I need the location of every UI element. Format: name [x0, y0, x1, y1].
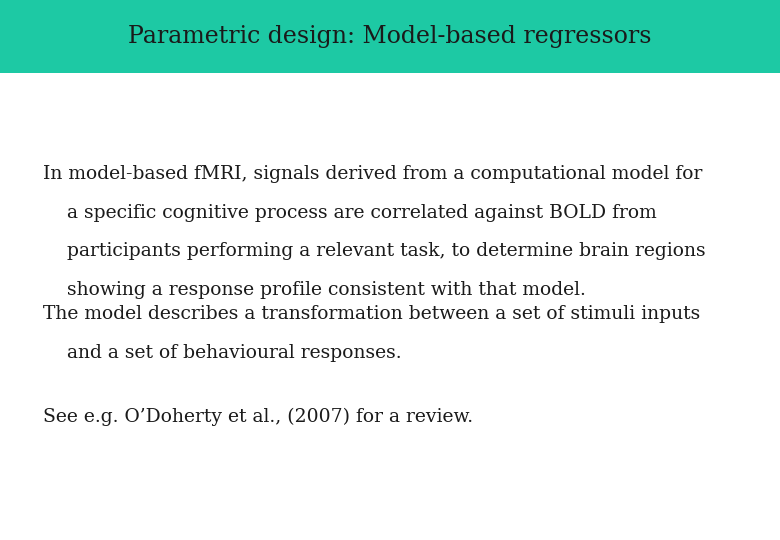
Text: and a set of behavioural responses.: and a set of behavioural responses. — [43, 344, 402, 362]
Text: a specific cognitive process are correlated against BOLD from: a specific cognitive process are correla… — [43, 204, 657, 221]
Text: showing a response profile consistent with that model.: showing a response profile consistent wi… — [43, 281, 586, 299]
Text: In model-based fMRI, signals derived from a computational model for: In model-based fMRI, signals derived fro… — [43, 165, 702, 183]
Text: The model describes a transformation between a set of stimuli inputs: The model describes a transformation bet… — [43, 305, 700, 323]
Text: See e.g. O’Doherty et al., (2007) for a review.: See e.g. O’Doherty et al., (2007) for a … — [43, 408, 473, 426]
Text: Parametric design: Model-based regressors: Parametric design: Model-based regressor… — [128, 25, 652, 48]
FancyBboxPatch shape — [0, 0, 780, 73]
Text: participants performing a relevant task, to determine brain regions: participants performing a relevant task,… — [43, 242, 706, 260]
